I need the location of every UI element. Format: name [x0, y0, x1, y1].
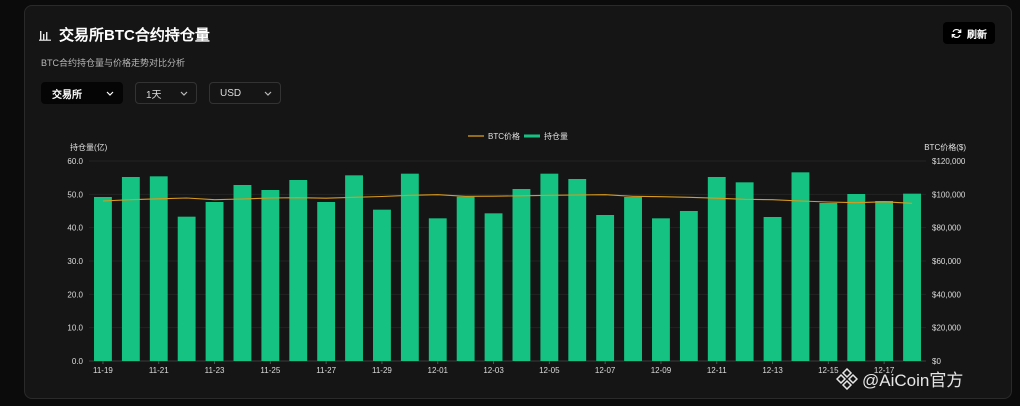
- y-right-tick-label: $60,000: [932, 257, 961, 266]
- exchange-select-value: 交易所: [52, 89, 82, 101]
- bar[interactable]: [819, 203, 838, 361]
- price-line: [102, 194, 913, 204]
- x-tick-label: 12-03: [483, 366, 504, 375]
- currency-select-value: USD: [220, 87, 242, 99]
- chevron-down-icon: [180, 91, 188, 96]
- grid-lines: [89, 160, 926, 362]
- y-left-tick-label: 30.0: [67, 257, 83, 266]
- y-axis-left: 0.0 10.0 20.0 30.0 40.0 50.0 60.0: [67, 157, 83, 366]
- bar[interactable]: [456, 196, 475, 361]
- legend-label-oi: 持仓量: [544, 131, 568, 141]
- y-axis-right: $0 $20,000 $40,000 $60,000 $80,000 $100,000 $1…: [932, 157, 966, 366]
- bar[interactable]: [177, 216, 196, 361]
- bar[interactable]: [373, 209, 391, 361]
- watermark-text: @AiCoin官方: [862, 371, 964, 390]
- y-right-tick-label: $40,000: [932, 290, 961, 299]
- x-tick-label: 12-05: [539, 366, 560, 375]
- x-tick-label: 12-11: [707, 366, 727, 375]
- bar[interactable]: [763, 217, 782, 361]
- y-left-tick-label: 10.0: [67, 324, 83, 333]
- line-series-btc-price: [102, 194, 913, 204]
- y-axis-right-title: BTC价格($): [924, 142, 966, 152]
- x-tick-label: 11-29: [372, 366, 392, 375]
- bar[interactable]: [624, 197, 642, 361]
- bar[interactable]: [289, 180, 308, 361]
- x-tick-label: 11-21: [149, 366, 169, 375]
- x-tick-label: 12-13: [762, 366, 783, 375]
- refresh-label: 刷新: [967, 29, 987, 41]
- page-title: 交易所BTC合约持仓量: [59, 27, 210, 44]
- bar[interactable]: [735, 182, 754, 361]
- bar[interactable]: [345, 175, 363, 361]
- currency-select[interactable]: USD: [209, 82, 281, 104]
- bar[interactable]: [512, 189, 531, 361]
- y-right-tick-label: $0: [932, 357, 941, 366]
- bar[interactable]: [94, 197, 112, 361]
- y-left-tick-label: 60.0: [67, 157, 83, 166]
- x-axis: 11-19 11-21 11-23 11-25 11-27 11-29 12-01 12-03…: [93, 361, 895, 375]
- refresh-button[interactable]: 刷新: [943, 22, 995, 44]
- x-tick-label: 11-19: [93, 366, 113, 375]
- y-right-tick-label: $120,000: [932, 157, 966, 166]
- bar[interactable]: [791, 172, 810, 361]
- bar[interactable]: [400, 173, 419, 361]
- bar[interactable]: [652, 218, 670, 361]
- chevron-down-icon: [106, 91, 114, 96]
- y-left-tick-label: 40.0: [67, 224, 83, 233]
- bar[interactable]: [317, 202, 336, 361]
- bar-series-open-interest: [94, 172, 921, 361]
- bar[interactable]: [847, 194, 866, 361]
- bar[interactable]: [875, 201, 894, 361]
- x-tick-label: 11-25: [260, 366, 280, 375]
- y-right-tick-label: $80,000: [932, 224, 961, 233]
- y-right-tick-label: $20,000: [932, 324, 961, 333]
- x-tick-label: 12-15: [818, 366, 839, 375]
- bar[interactable]: [903, 193, 921, 361]
- x-tick-label: 11-27: [316, 366, 336, 375]
- watermark: @AiCoin官方: [836, 366, 963, 391]
- bar[interactable]: [540, 173, 559, 361]
- bar[interactable]: [121, 177, 140, 361]
- title-row: 交易所BTC合约持仓量: [39, 24, 210, 45]
- y-left-tick-label: 50.0: [67, 190, 83, 199]
- refresh-icon: [951, 28, 962, 38]
- chevron-down-icon: [264, 91, 272, 96]
- bar[interactable]: [233, 185, 252, 361]
- bar[interactable]: [261, 190, 280, 361]
- x-tick-label: 11-23: [205, 366, 225, 375]
- y-left-tick-label: 0.0: [72, 357, 84, 366]
- y-right-tick-label: $100,000: [932, 190, 966, 199]
- y-axis-left-title: 持仓量(亿): [70, 142, 108, 152]
- bar[interactable]: [568, 179, 587, 361]
- bar[interactable]: [596, 215, 615, 361]
- x-tick-label: 12-01: [428, 366, 449, 375]
- exchange-select[interactable]: 交易所: [41, 82, 123, 104]
- bar[interactable]: [707, 177, 726, 361]
- page-subtitle: BTC合约持仓量与价格走势对比分析: [41, 58, 186, 68]
- x-tick-label: 12-09: [651, 366, 672, 375]
- bar[interactable]: [149, 176, 168, 361]
- interval-select-value: 1天: [146, 89, 162, 101]
- filter-bar: 交易所 1天 USD: [41, 82, 293, 104]
- y-left-tick-label: 20.0: [67, 290, 83, 299]
- bar[interactable]: [484, 213, 503, 361]
- interval-select[interactable]: 1天: [135, 82, 197, 104]
- legend: BTC价格 持仓量: [468, 131, 568, 141]
- bar[interactable]: [679, 211, 698, 361]
- legend-label-price: BTC价格: [488, 131, 520, 141]
- bar[interactable]: [205, 202, 224, 361]
- bar[interactable]: [428, 218, 447, 361]
- aicoin-logo-icon: [836, 367, 858, 390]
- x-tick-label: 12-07: [595, 366, 616, 375]
- x-tick-label: 12-17: [874, 366, 895, 375]
- bar-chart-icon: [39, 30, 51, 41]
- legend-swatch-oi: [524, 134, 540, 138]
